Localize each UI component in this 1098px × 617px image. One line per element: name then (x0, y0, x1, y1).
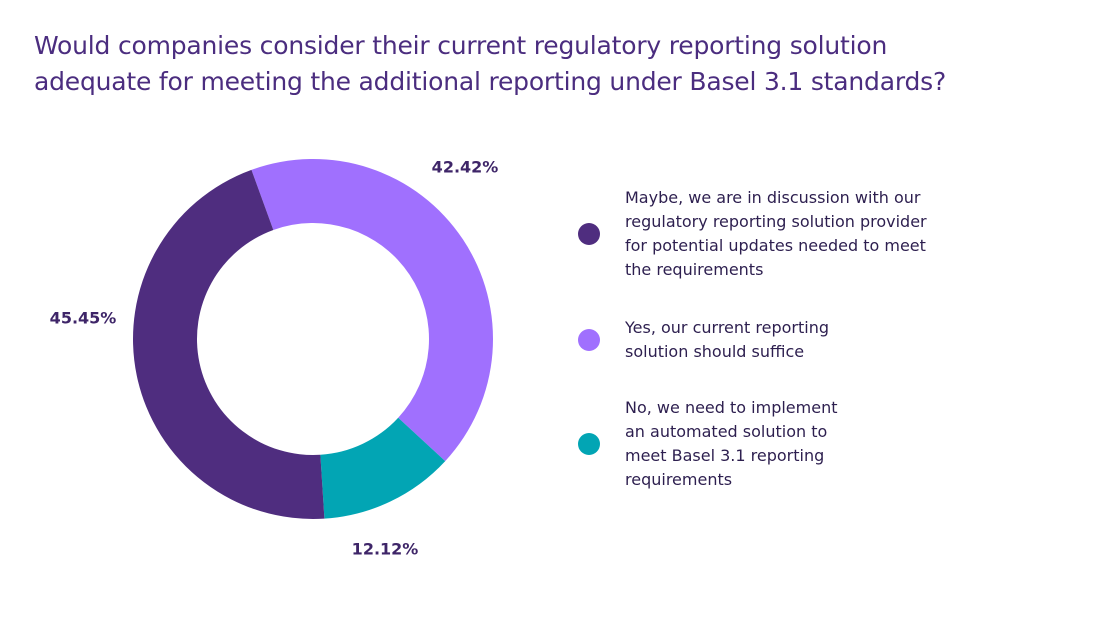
slice-no (320, 417, 446, 519)
legend-dot-maybe (578, 223, 600, 245)
slice-maybe (133, 169, 325, 519)
data-label-maybe: 45.45% (49, 308, 117, 328)
chart-title: Would companies consider their current r… (34, 31, 947, 96)
legend-item-no: No, we need to implement an automated so… (578, 396, 837, 492)
legend-label-no: No, we need to implement an automated so… (625, 398, 838, 489)
legend-item-yes: Yes, our current reporting solution shou… (578, 316, 829, 364)
legend-dot-no (578, 433, 600, 455)
legend-item-maybe: Maybe, we are in discussion with our reg… (578, 186, 927, 282)
slice-yes (251, 158, 494, 462)
data-label-no: 12.12% (351, 539, 419, 559)
legend-dot-yes (578, 329, 600, 351)
data-label-yes: 42.42% (431, 157, 499, 177)
legend-label-maybe: Maybe, we are in discussion with our reg… (625, 188, 927, 279)
legend-label-yes: Yes, our current reporting solution shou… (625, 318, 830, 361)
